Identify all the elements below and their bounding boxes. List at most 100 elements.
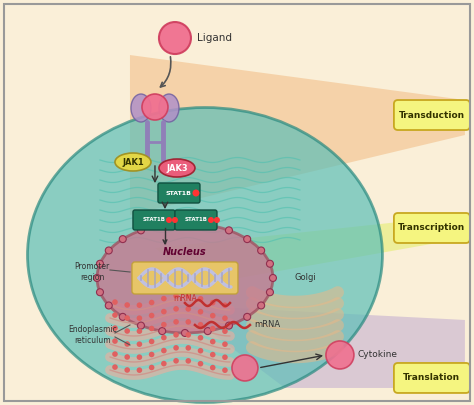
Circle shape <box>198 309 203 315</box>
Circle shape <box>159 222 166 228</box>
Circle shape <box>185 358 191 364</box>
Circle shape <box>198 348 203 354</box>
Circle shape <box>137 322 145 329</box>
Circle shape <box>159 328 166 335</box>
Circle shape <box>266 289 273 296</box>
Circle shape <box>112 351 118 357</box>
Circle shape <box>161 309 167 314</box>
FancyBboxPatch shape <box>158 183 200 203</box>
FancyArrowPatch shape <box>160 57 171 87</box>
Circle shape <box>112 325 118 331</box>
Polygon shape <box>130 55 465 215</box>
Text: Golgi: Golgi <box>294 273 316 282</box>
Ellipse shape <box>159 159 195 177</box>
Circle shape <box>173 293 179 298</box>
Text: Nucleus: Nucleus <box>163 247 207 257</box>
FancyBboxPatch shape <box>132 262 238 294</box>
Circle shape <box>192 190 200 196</box>
Circle shape <box>97 260 103 267</box>
Circle shape <box>161 322 167 327</box>
Ellipse shape <box>27 107 383 403</box>
Text: JAK1: JAK1 <box>122 158 144 166</box>
Circle shape <box>93 275 100 281</box>
Circle shape <box>137 341 142 347</box>
Circle shape <box>198 335 203 341</box>
Circle shape <box>137 303 142 308</box>
Circle shape <box>185 306 191 312</box>
Text: STAT1B: STAT1B <box>166 190 192 196</box>
FancyBboxPatch shape <box>394 213 470 243</box>
Circle shape <box>198 361 203 367</box>
Circle shape <box>210 352 216 358</box>
Circle shape <box>210 365 216 371</box>
Circle shape <box>105 302 112 309</box>
Text: STAT1B: STAT1B <box>184 217 208 222</box>
FancyBboxPatch shape <box>394 363 470 393</box>
Circle shape <box>210 300 216 305</box>
Circle shape <box>124 354 130 360</box>
Polygon shape <box>175 305 465 388</box>
Circle shape <box>222 367 228 373</box>
Circle shape <box>326 341 354 369</box>
Circle shape <box>161 348 167 354</box>
Circle shape <box>137 354 142 360</box>
Circle shape <box>142 94 168 120</box>
Circle shape <box>124 315 130 321</box>
Circle shape <box>124 341 130 347</box>
Circle shape <box>161 335 167 340</box>
Circle shape <box>159 22 191 54</box>
Circle shape <box>222 315 228 321</box>
Circle shape <box>112 338 118 344</box>
Circle shape <box>222 303 228 308</box>
Circle shape <box>244 236 251 243</box>
Ellipse shape <box>131 94 151 122</box>
Text: mRNA: mRNA <box>173 294 197 303</box>
Circle shape <box>149 352 155 357</box>
Circle shape <box>173 358 179 364</box>
Circle shape <box>149 364 155 370</box>
Circle shape <box>258 302 264 309</box>
Circle shape <box>214 217 220 223</box>
Text: Translation: Translation <box>403 373 460 382</box>
Circle shape <box>124 367 130 373</box>
Circle shape <box>222 341 228 347</box>
Circle shape <box>185 293 191 299</box>
Circle shape <box>198 296 203 302</box>
Circle shape <box>182 330 189 337</box>
Circle shape <box>222 354 228 360</box>
Text: Ligand: Ligand <box>197 33 232 43</box>
Circle shape <box>185 319 191 325</box>
Circle shape <box>119 313 126 320</box>
Polygon shape <box>155 215 465 285</box>
Ellipse shape <box>159 94 179 122</box>
Circle shape <box>149 339 155 344</box>
Circle shape <box>119 236 126 243</box>
Circle shape <box>173 345 179 351</box>
Circle shape <box>112 364 118 370</box>
Text: Endoplasmic
reticulum: Endoplasmic reticulum <box>69 324 118 345</box>
Circle shape <box>204 222 211 228</box>
Circle shape <box>137 227 145 234</box>
Circle shape <box>222 328 228 334</box>
Circle shape <box>185 345 191 351</box>
Circle shape <box>124 328 130 334</box>
Text: STAT1B: STAT1B <box>143 217 165 222</box>
Circle shape <box>172 217 178 223</box>
Circle shape <box>173 332 179 338</box>
Ellipse shape <box>97 223 273 333</box>
Circle shape <box>173 319 179 325</box>
Circle shape <box>112 312 118 318</box>
Circle shape <box>149 313 155 318</box>
Circle shape <box>137 315 142 321</box>
Text: Promoter
region: Promoter region <box>74 262 109 282</box>
Circle shape <box>149 300 155 305</box>
Circle shape <box>210 326 216 331</box>
Ellipse shape <box>115 153 151 171</box>
Circle shape <box>149 326 155 331</box>
FancyBboxPatch shape <box>133 210 175 230</box>
Circle shape <box>258 247 264 254</box>
Circle shape <box>97 289 103 296</box>
Circle shape <box>182 220 189 226</box>
Circle shape <box>204 328 211 335</box>
Text: Transcription: Transcription <box>398 224 465 232</box>
